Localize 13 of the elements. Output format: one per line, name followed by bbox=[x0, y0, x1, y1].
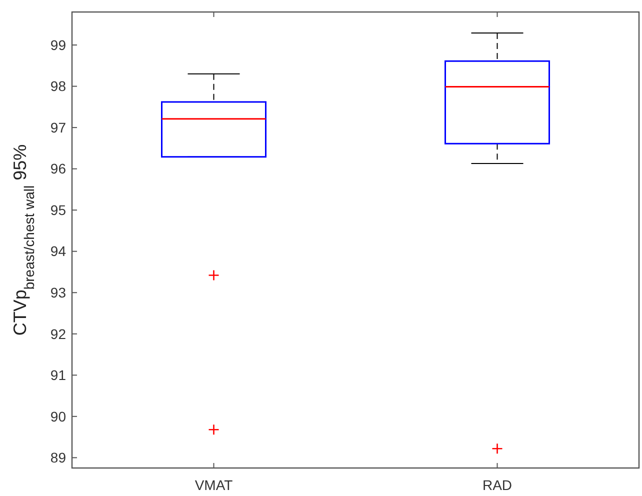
y-tick-label: 96 bbox=[50, 160, 66, 177]
y-tick-label: 97 bbox=[50, 119, 66, 136]
x-tick-label: RAD bbox=[482, 477, 512, 493]
y-tick-label: 92 bbox=[50, 326, 66, 342]
y-tick-label: 95 bbox=[50, 202, 66, 218]
x-tick-label: VMAT bbox=[194, 477, 234, 493]
y-tick-label: 94 bbox=[50, 243, 66, 260]
y-tick-label: 90 bbox=[50, 408, 66, 424]
y-tick-label: 99 bbox=[50, 36, 66, 53]
y-tick-label: 98 bbox=[50, 78, 66, 94]
y-tick-label: 93 bbox=[50, 284, 66, 301]
y-tick-label: 91 bbox=[50, 367, 66, 384]
y-tick-label: 89 bbox=[50, 450, 66, 466]
